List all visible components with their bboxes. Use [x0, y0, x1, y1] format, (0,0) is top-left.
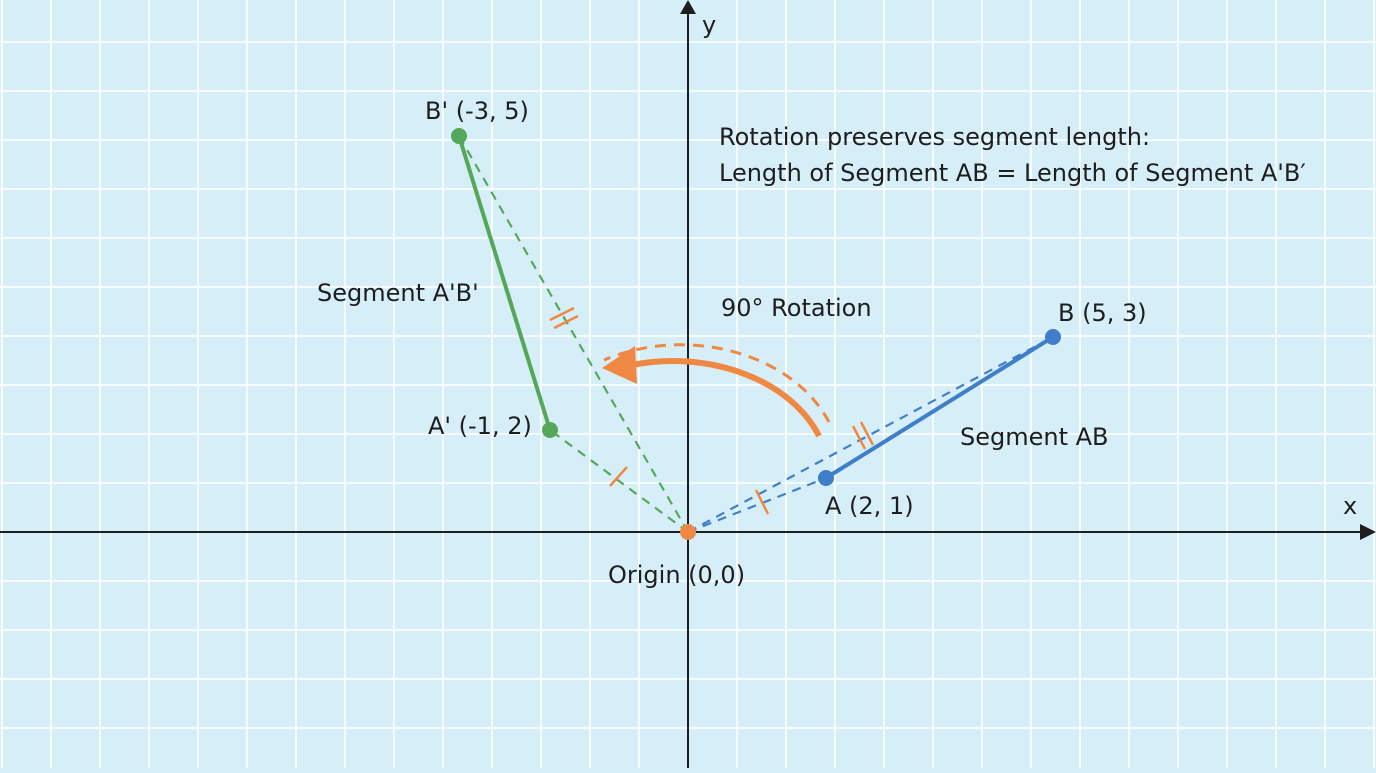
segment-ab [824, 335, 1055, 480]
radius-origin-to-a [687, 476, 827, 534]
note-line-2: Length of Segment AB = Length of Segment… [719, 159, 1306, 187]
rotation-solid-arc [631, 358, 822, 438]
tick-mark-oa [754, 489, 770, 515]
point-b-prime-label: B' (-3, 5) [425, 97, 529, 125]
tick-mark-oa-prime [609, 466, 628, 487]
origin-point [680, 524, 696, 540]
radius-origin-to-a-prime [549, 429, 689, 533]
double-tick-mark-ob-prime-2 [553, 314, 579, 330]
equal-length-tick-marks [549, 306, 875, 515]
y-axis-label: y [702, 11, 716, 39]
point-b-label: B (5, 3) [1058, 299, 1147, 327]
rotation-arrowhead-icon [602, 346, 637, 384]
points [451, 128, 1061, 540]
double-tick-mark-ob-prime-1 [549, 306, 575, 322]
point-a [818, 470, 834, 486]
point-b-prime [451, 128, 467, 144]
segment-a-prime-b-prime-label: Segment A'B' [317, 279, 479, 307]
segment-a-prime-b-prime [457, 134, 552, 432]
double-tick-mark-ob-1 [851, 425, 867, 450]
x-axis-arrow-icon [1360, 524, 1376, 540]
rotation-label: 90° Rotation [721, 294, 872, 322]
y-axis-arrow-icon [680, 0, 696, 14]
labels: B' (-3, 5) A' (-1, 2) B (5, 3) A (2, 1) … [317, 97, 1306, 589]
note-line-1: Rotation preserves segment length: [719, 123, 1150, 151]
rotation-indicator [602, 343, 831, 438]
radius-lines [458, 135, 1054, 534]
segment-ab-label: Segment AB [960, 423, 1109, 451]
rotation-dashed-arc [603, 343, 831, 423]
point-a-prime-label: A' (-1, 2) [428, 412, 532, 440]
segments [457, 134, 1055, 480]
origin-label: Origin (0,0) [608, 561, 745, 589]
x-axis-label: x [1343, 492, 1357, 520]
point-a-label: A (2, 1) [825, 492, 914, 520]
radius-origin-to-b [687, 336, 1054, 533]
point-b [1045, 329, 1061, 345]
point-a-prime [542, 422, 558, 438]
radius-origin-to-b-prime [458, 135, 689, 533]
double-tick-mark-ob-2 [859, 421, 875, 446]
